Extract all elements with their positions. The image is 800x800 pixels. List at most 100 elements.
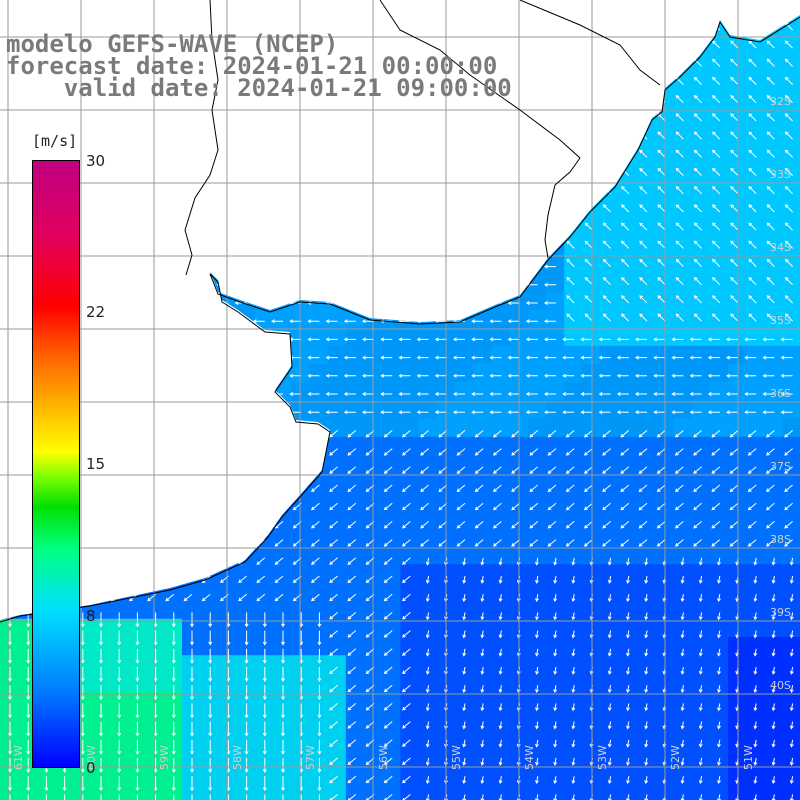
wind-arrow <box>657 484 666 492</box>
wind-arrow-head <box>420 543 424 547</box>
wind-arrow-head <box>511 543 515 547</box>
wind-arrow-head <box>553 598 558 603</box>
wind-arrow <box>329 775 338 784</box>
wind-arrow-head <box>784 524 788 529</box>
wind-arrow <box>712 295 721 304</box>
wind-arrow-head <box>80 769 85 773</box>
wind-arrow <box>718 666 721 674</box>
wind-arrow <box>657 131 666 140</box>
wind-arrow-head <box>535 652 539 657</box>
wind-arrow-head <box>602 506 606 511</box>
wind-arrow-head <box>729 543 734 547</box>
wind-arrow <box>602 466 611 474</box>
wind-arrow-head <box>474 452 479 456</box>
wind-arrow-head <box>765 524 770 529</box>
wind-arrow <box>347 557 357 565</box>
wind-arrow-head <box>362 319 366 324</box>
wind-arrow <box>402 721 411 729</box>
wind-arrow <box>621 240 630 249</box>
wind-arrow <box>548 448 557 456</box>
wind-arrow-head <box>566 313 571 318</box>
wind-arrow-head <box>362 355 366 360</box>
wind-arrow <box>347 539 357 547</box>
wind-arrow <box>711 466 721 474</box>
wind-arrow <box>657 539 666 547</box>
wind-arrow-head <box>698 561 703 566</box>
wind-arrow-head <box>784 543 788 547</box>
wind-arrow-head <box>675 240 680 245</box>
wind-arrow-head <box>626 689 630 694</box>
wind-arrow-head <box>347 597 352 602</box>
wind-arrow-head <box>544 319 548 324</box>
wind-arrow-head <box>489 337 494 342</box>
wind-arrow-head <box>712 95 716 99</box>
wind-arrow-head <box>580 337 585 342</box>
wind-arrow-head <box>765 452 770 456</box>
wind-arrow-head <box>553 761 558 766</box>
wind-arrow <box>681 739 684 747</box>
wind-arrow-head <box>762 410 767 415</box>
wind-arrow-head <box>730 295 734 299</box>
wind-arrow <box>790 721 794 729</box>
wind-arrow-head <box>317 659 322 664</box>
wind-arrow-head <box>583 452 588 456</box>
wind-arrow-head <box>347 706 352 711</box>
wind-arrow <box>548 502 557 511</box>
wind-arrow-head <box>657 295 662 299</box>
wind-arrow-head <box>317 696 322 701</box>
wind-arrow <box>730 240 739 249</box>
wind-arrow-head <box>607 761 612 766</box>
wind-arrow <box>790 612 794 620</box>
wind-arrow <box>608 575 612 583</box>
wind-arrow-head <box>425 670 430 675</box>
wind-arrow <box>536 703 539 711</box>
wind-arrow-head <box>219 579 224 584</box>
wind-arrow-head <box>281 714 285 719</box>
wind-arrow-head <box>480 670 485 675</box>
wind-arrow-head <box>383 706 388 711</box>
wind-arrow <box>384 575 393 583</box>
wind-arrow-head <box>571 743 576 748</box>
wind-arrow-head <box>765 470 770 474</box>
wind-arrow-head <box>525 301 530 305</box>
wind-arrow <box>645 794 648 800</box>
wind-arrow <box>493 502 502 511</box>
wind-arrow <box>402 575 411 583</box>
wind-arrow <box>572 739 575 747</box>
wind-arrow-head <box>693 131 698 136</box>
wind-arrow <box>785 22 793 31</box>
wind-arrow-head <box>310 579 315 584</box>
wind-arrow-head <box>343 392 348 396</box>
wind-arrow-head <box>748 40 753 45</box>
wind-arrow-head <box>784 295 789 299</box>
wind-arrow-head <box>516 689 521 694</box>
wind-arrow-head <box>516 670 521 675</box>
wind-arrow <box>402 630 411 638</box>
wind-arrow-head <box>717 652 721 657</box>
wind-arrow <box>475 521 484 529</box>
lat-label: 34S <box>770 241 791 254</box>
wind-arrow-head <box>748 95 753 99</box>
wind-arrow-head <box>693 186 698 190</box>
wind-arrow <box>572 594 575 602</box>
wind-arrow <box>402 703 411 711</box>
lon-label: 53W <box>596 745 609 770</box>
wind-arrow-head <box>620 452 625 456</box>
wind-arrow-head <box>784 222 789 227</box>
wind-arrow-head <box>680 743 685 748</box>
wind-arrow-head <box>80 696 85 701</box>
wind-arrow-head <box>26 696 31 701</box>
wind-arrow-head <box>693 167 698 172</box>
wind-arrow-head <box>730 186 734 190</box>
wind-arrow-head <box>730 95 734 99</box>
wind-arrow <box>657 240 666 249</box>
wind-arrow-head <box>635 373 639 378</box>
wind-arrow-head <box>535 598 539 603</box>
wind-arrow <box>754 594 757 602</box>
wind-arrow <box>475 539 484 547</box>
wind-arrow-head <box>190 732 194 737</box>
wind-arrow-head <box>80 678 85 682</box>
wind-arrow-head <box>420 433 424 438</box>
wind-arrow-head <box>784 313 789 318</box>
wind-arrow <box>529 448 539 456</box>
